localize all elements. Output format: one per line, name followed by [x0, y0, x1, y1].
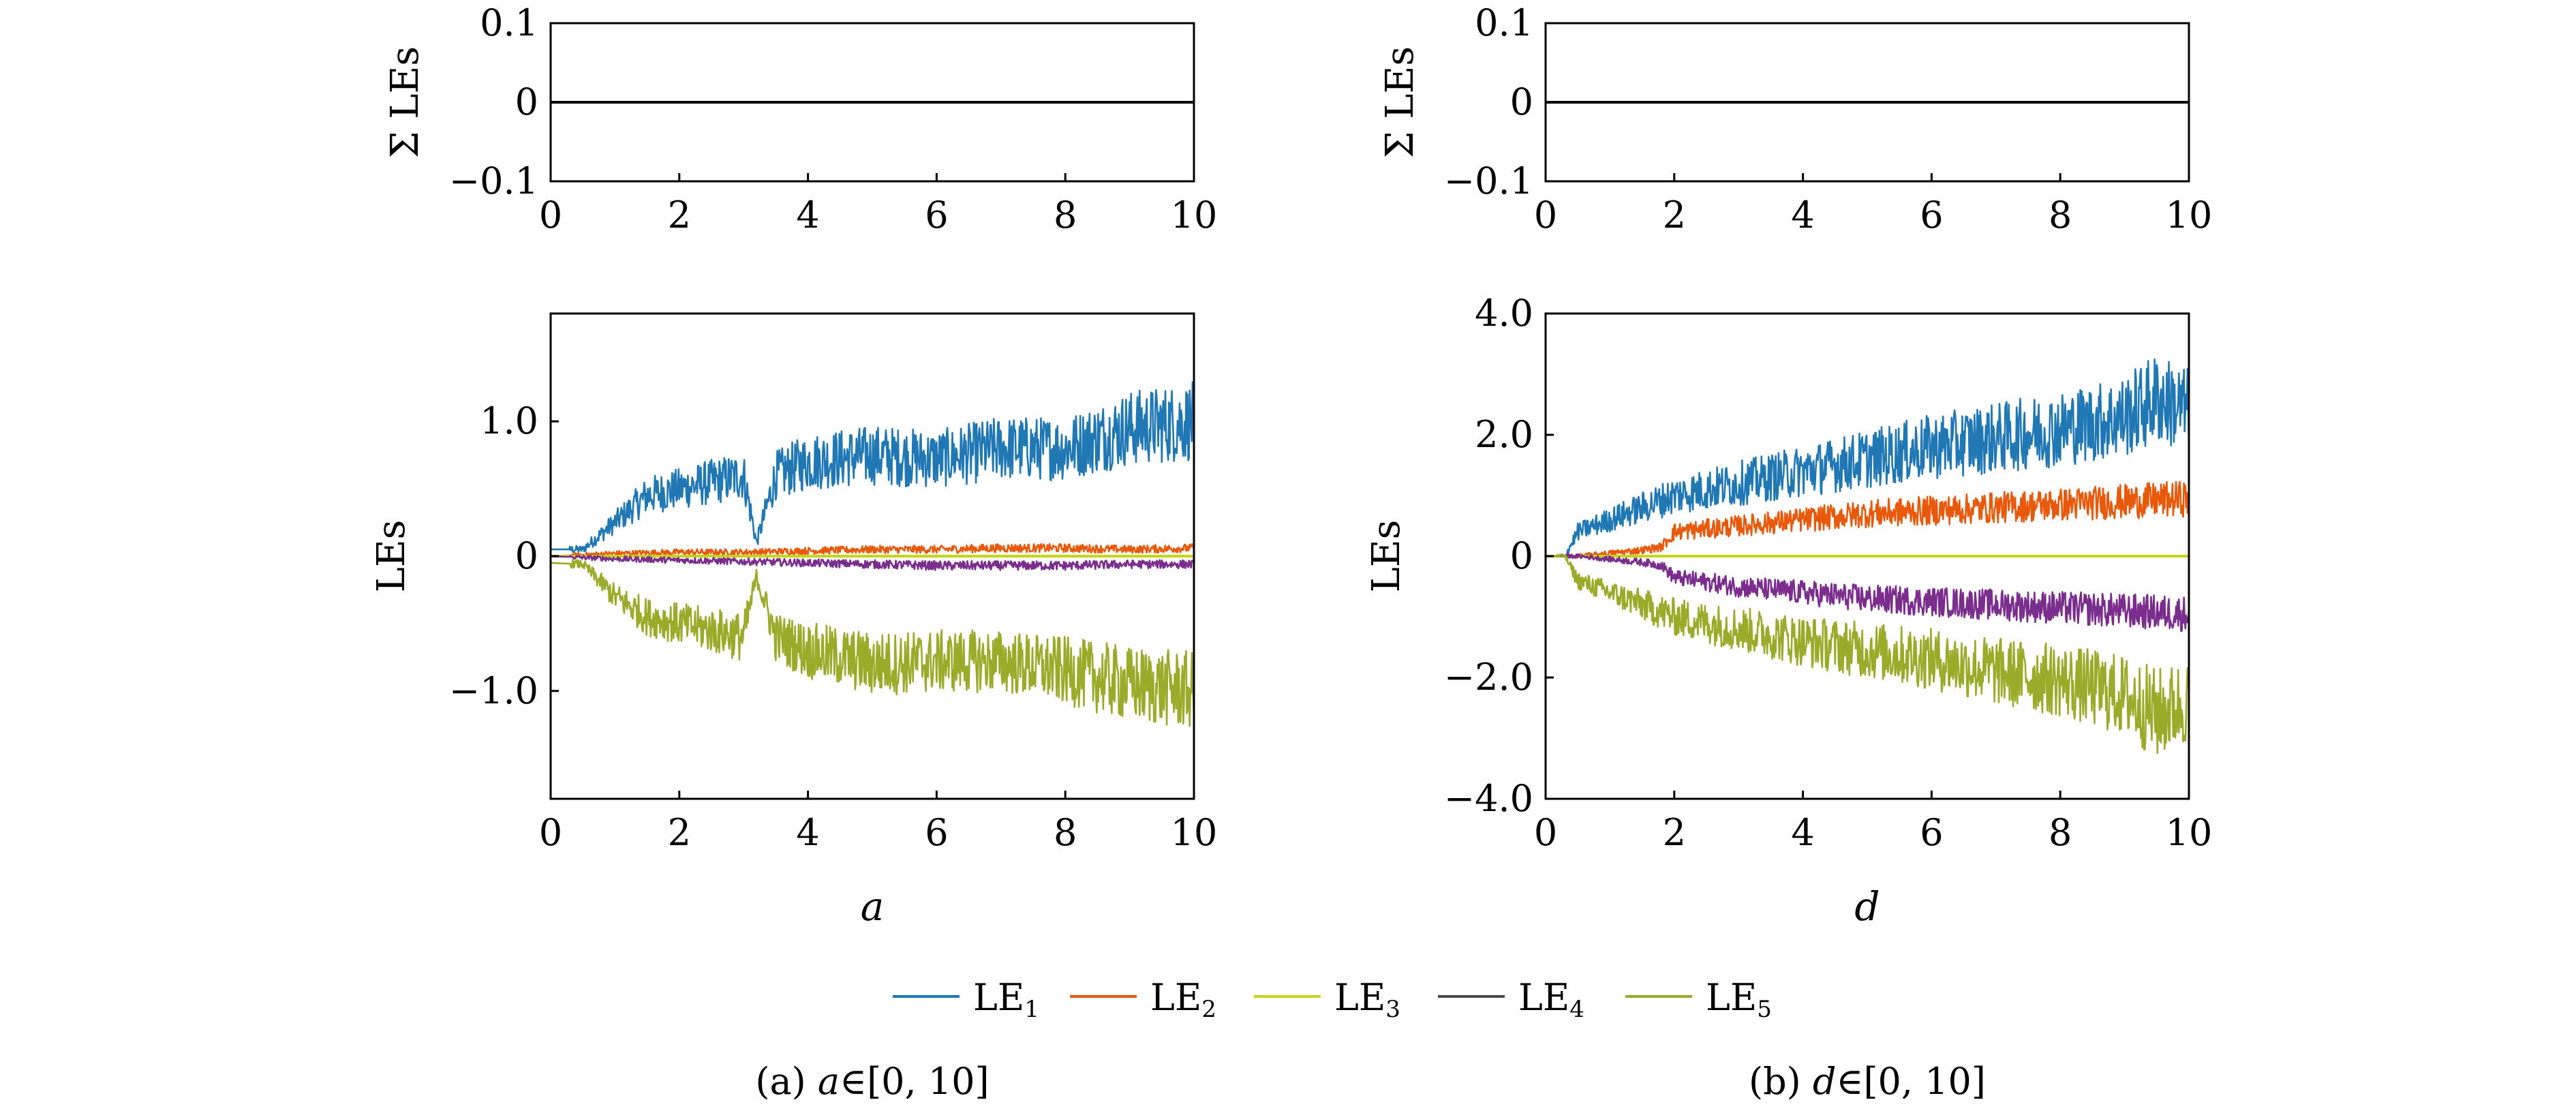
series-line-le5: [1546, 553, 2189, 754]
x-tick-label: 6: [1920, 811, 1943, 854]
series-line-le5: [551, 559, 1194, 727]
legend-label-sub: 2: [1201, 996, 1216, 1023]
x-tick-label: 10: [1171, 811, 1218, 854]
x-tick-label: 2: [1663, 194, 1686, 237]
x-tick-label: 6: [925, 811, 948, 854]
caption-a-range: ∈[0, 10]: [840, 1060, 990, 1103]
x-tick-label: 2: [1663, 811, 1686, 854]
x-tick-label: 2: [668, 811, 691, 854]
series-line-le1: [1546, 358, 2189, 558]
x-tick-label: 8: [1054, 194, 1077, 237]
series-line-le2: [1546, 481, 2189, 559]
x-tick-label: 10: [1171, 194, 1218, 237]
legend-label-main: LE: [1150, 976, 1201, 1019]
legend-label: LE4: [1518, 976, 1584, 1023]
y-tick-label: −2.0: [1444, 656, 1533, 699]
x-tick-label: 0: [539, 811, 562, 854]
legend-label-main: LE: [1334, 976, 1385, 1019]
y-axis-label: LEs: [369, 520, 414, 593]
x-axis-label: d: [1854, 883, 1880, 930]
y-tick-label: −1.0: [449, 669, 538, 712]
caption-b: (b) d∈[0, 10]: [1749, 1060, 1986, 1103]
caption-b-prefix: (b): [1749, 1060, 1813, 1103]
x-tick-label: 8: [2049, 811, 2072, 854]
series-group: [1546, 358, 2189, 754]
y-tick-label: 2.0: [1475, 413, 1533, 456]
caption-b-range: ∈[0, 10]: [1836, 1060, 1986, 1103]
legend-label-main: LE: [973, 976, 1024, 1019]
y-tick-label: 4.0: [1475, 292, 1533, 335]
legend-label-sub: 4: [1569, 996, 1584, 1023]
x-axis-label: a: [861, 883, 885, 930]
x-tick-label: 4: [1791, 811, 1814, 854]
x-tick-label: 6: [925, 194, 948, 237]
legend: LE1 LE2 LE3 LE4 LE5: [893, 976, 1772, 1023]
y-axis-label: Σ LEs: [1378, 46, 1422, 158]
caption-a-var: a: [818, 1060, 840, 1103]
y-axis-label: Σ LEs: [383, 46, 427, 158]
caption-a: (a) a∈[0, 10]: [755, 1060, 989, 1103]
legend-label: LE3: [1334, 976, 1400, 1023]
y-tick-label: 0: [515, 534, 538, 577]
x-tick-label: 10: [2166, 194, 2213, 237]
y-tick-label: 0: [515, 80, 538, 123]
x-tick-label: 4: [1791, 194, 1814, 237]
caption-a-prefix: (a): [755, 1060, 818, 1103]
legend-label: LE5: [1706, 976, 1772, 1023]
x-tick-label: 8: [2049, 194, 2072, 237]
y-tick-label: −0.1: [1444, 159, 1533, 202]
legend-label-main: LE: [1518, 976, 1569, 1019]
x-tick-label: 4: [796, 811, 819, 854]
legend-label-sub: 3: [1385, 996, 1400, 1023]
legend-label: LE2: [1150, 976, 1216, 1023]
y-tick-label: 0.1: [1475, 1, 1533, 44]
y-tick-label: 0: [1510, 534, 1533, 577]
x-tick-label: 4: [796, 194, 819, 237]
series-line-le4: [1546, 553, 2189, 632]
x-tick-label: 8: [1054, 811, 1077, 854]
x-tick-label: 0: [1534, 194, 1557, 237]
chart-b-sum: 0 2 4 6 8 100.10−0.1Σ LEs: [1378, 1, 2212, 237]
legend-label-sub: 5: [1757, 996, 1772, 1023]
series-line-le4: [551, 554, 1194, 571]
x-tick-label: 2: [668, 194, 691, 237]
series-line-le1: [551, 381, 1194, 553]
x-tick-label: 6: [1920, 194, 1943, 237]
x-tick-label: 0: [539, 194, 562, 237]
y-tick-label: −0.1: [449, 159, 538, 202]
legend-label-sub: 1: [1024, 996, 1039, 1023]
x-tick-label: 0: [1534, 811, 1557, 854]
x-tick-label: 10: [2166, 811, 2213, 854]
y-tick-label: −4.0: [1444, 777, 1533, 820]
legend-label-main: LE: [1706, 976, 1757, 1019]
y-tick-label: 0.1: [480, 1, 538, 44]
chart-a-sum: 0 2 4 6 8 100.10−0.1Σ LEs: [383, 1, 1217, 237]
y-axis-label: LEs: [1364, 520, 1409, 593]
y-tick-label: 1.0: [480, 399, 538, 442]
series-line-le2: [551, 543, 1194, 558]
chart-b-les: 0 2 4 6 8 10 4.0 2.0 0 −2.0 −4.0 LEs d: [1364, 292, 2212, 930]
y-tick-label: 0: [1510, 80, 1533, 123]
legend-label: LE1: [973, 976, 1039, 1023]
series-group: [551, 381, 1194, 727]
chart-a-les: 0 2 4 6 8 10 1.0 0 −1.0 LEs a: [369, 312, 1218, 930]
caption-b-var: d: [1813, 1060, 1837, 1103]
